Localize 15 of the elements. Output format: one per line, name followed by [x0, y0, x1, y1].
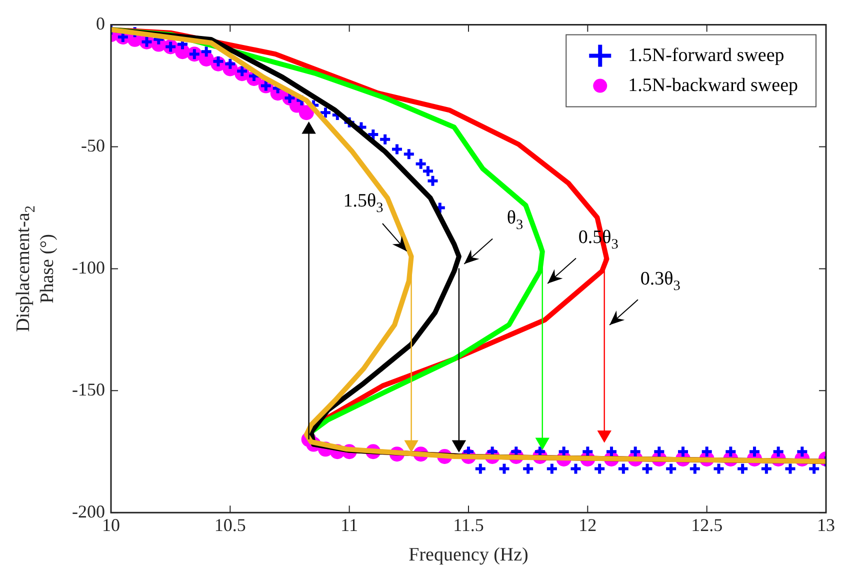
- y-tick-label: 0: [96, 14, 105, 34]
- x-tick-label: 11: [340, 515, 358, 536]
- x-tick-label: 13: [817, 515, 835, 536]
- x-tick-label: 12.5: [691, 515, 723, 536]
- y-tick-label: -100: [72, 257, 105, 278]
- x-axis-title: Frequency (Hz): [408, 544, 528, 566]
- legend-label: 1.5N-forward sweep: [628, 44, 784, 66]
- x-tick-label: 11.5: [453, 515, 484, 536]
- x-tick-label: 10.5: [214, 515, 246, 536]
- y-tick-label: -50: [80, 135, 105, 156]
- text: Displacement-a2 Phase (°): [12, 206, 58, 332]
- y-tick-label: -150: [72, 379, 105, 400]
- legend-label: 1.5N-backward sweep: [628, 74, 798, 96]
- y-tick-label: -200: [72, 501, 105, 522]
- x-tick-label: 12: [578, 515, 597, 536]
